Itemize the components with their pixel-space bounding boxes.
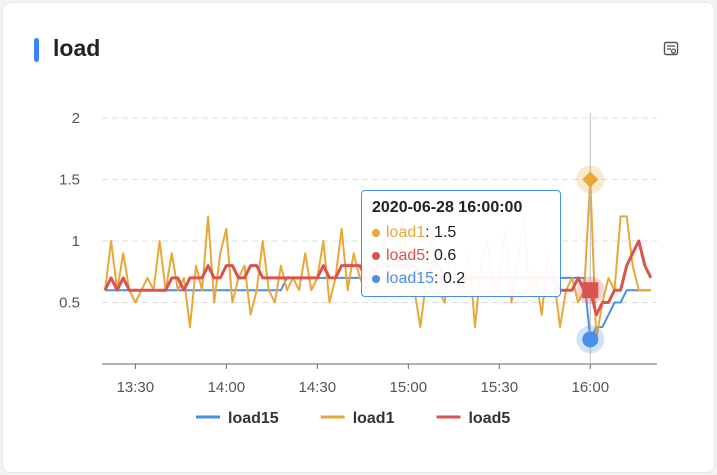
- x-tick-label: 15:30: [481, 379, 519, 396]
- y-tick-label: 1.5: [59, 172, 80, 189]
- hover-point: [582, 331, 599, 348]
- tooltip-dot: [372, 274, 380, 283]
- tooltip-row: load50.6: [372, 244, 560, 267]
- legend-label: load1: [353, 410, 395, 427]
- x-tick-label: 14:00: [208, 379, 246, 396]
- y-tick-label: 0.5: [59, 295, 80, 312]
- y-tick-label: 2: [72, 110, 80, 127]
- x-tick-label: 14:30: [299, 379, 337, 396]
- card-title: load: [53, 35, 101, 61]
- tooltip-row: load11.5: [372, 221, 560, 244]
- tooltip-value: 1.5: [425, 224, 456, 241]
- tooltip-dot: [372, 251, 380, 260]
- x-tick-label: 16:00: [572, 379, 610, 396]
- tooltip-series: load15: [386, 270, 435, 287]
- legend-label: load15: [228, 410, 279, 427]
- hover-point: [582, 171, 599, 188]
- tooltip-series: load1: [386, 224, 426, 241]
- x-tick-label: 13:30: [117, 379, 155, 396]
- hover-point: [582, 282, 599, 299]
- tooltip-value: 0.2: [434, 270, 465, 287]
- tooltip-value: 0.6: [425, 247, 456, 264]
- tooltip-title: 2020-06-28 16:00:00: [372, 199, 523, 216]
- tooltip-row: load150.2: [372, 267, 560, 290]
- tooltip-dot: [372, 228, 380, 237]
- y-tick-label: 1: [72, 233, 80, 250]
- x-tick-label: 15:00: [390, 379, 428, 396]
- view-data-button[interactable]: [663, 41, 679, 57]
- tooltip: 2020-06-28 16:00:00 load11.5load50.6load…: [361, 190, 561, 297]
- legend-label: load5: [468, 410, 510, 427]
- title-accent: [34, 38, 39, 62]
- tooltip-series: load5: [386, 247, 426, 264]
